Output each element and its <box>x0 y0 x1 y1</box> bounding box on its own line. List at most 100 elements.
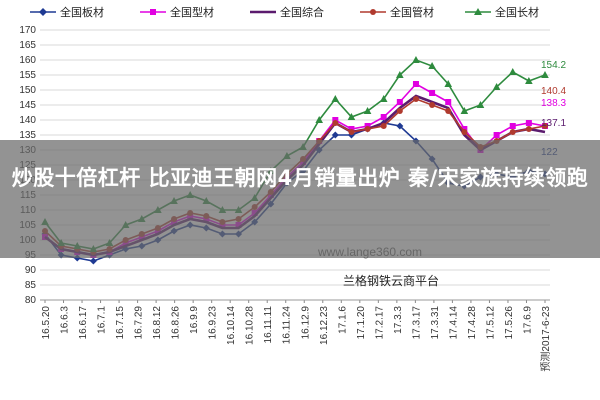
data-point <box>396 122 404 130</box>
data-point <box>508 68 517 75</box>
data-point <box>525 120 532 126</box>
chart-legend: 全国板材 全国型材 全国综合 全国管材 全国长材 <box>30 5 539 19</box>
x-tick-label: 17.5.26 <box>504 306 515 340</box>
x-tick-label: 预测2017-6-23 <box>539 306 552 372</box>
data-point <box>364 126 371 132</box>
legend-item: 全国长材 <box>465 5 539 19</box>
y-tick-label: 165 <box>19 40 36 51</box>
data-point <box>461 129 468 135</box>
legend-item: 全国综合 <box>250 5 324 19</box>
data-point <box>460 107 469 114</box>
x-tick-label: 16.8.12 <box>152 306 163 340</box>
data-point <box>444 80 453 87</box>
data-point <box>542 123 548 129</box>
legend-marker <box>474 8 482 15</box>
data-point <box>332 120 339 126</box>
data-point <box>348 129 355 135</box>
data-point <box>315 116 323 123</box>
legend-label: 全国管材 <box>390 5 434 19</box>
data-point <box>525 126 532 132</box>
y-tick-label: 170 <box>19 25 36 36</box>
end-label: 138.3 <box>541 98 566 109</box>
legend-item: 全国管材 <box>360 5 434 19</box>
data-point <box>429 102 436 108</box>
y-tick-label: 80 <box>25 295 37 306</box>
y-tick-label: 160 <box>19 55 36 66</box>
y-tick-label: 90 <box>25 265 37 276</box>
data-point <box>380 114 387 120</box>
x-tick-label: 16.5.20 <box>41 306 52 340</box>
x-tick-label: 16.12.23 <box>319 306 330 345</box>
data-point <box>445 108 452 114</box>
y-tick-label: 155 <box>19 70 36 81</box>
headline-overlay <box>0 140 600 258</box>
legend-marker <box>39 8 47 16</box>
data-point <box>476 101 485 108</box>
y-tick-label: 135 <box>19 130 36 141</box>
x-tick-label: 17.6.9 <box>522 306 533 334</box>
y-tick-label: 145 <box>19 100 36 111</box>
data-point <box>396 71 404 78</box>
x-tick-label: 16.7.29 <box>134 306 145 340</box>
data-point <box>331 95 340 102</box>
data-point <box>429 90 436 96</box>
x-tick-label: 17.2.17 <box>374 306 385 340</box>
headline-text: 炒股十倍杠杆 比亚迪王朝网4月销量出炉 秦/宋家族持续领跑 <box>11 166 589 190</box>
data-point <box>331 131 339 139</box>
x-tick-label: 17.1.6 <box>337 306 348 334</box>
x-tick-label: 17.3.17 <box>411 306 422 340</box>
data-point <box>492 83 501 90</box>
data-point <box>541 71 549 78</box>
data-point <box>493 132 500 138</box>
x-tick-label: 17.4.28 <box>467 306 478 340</box>
data-point <box>412 56 420 63</box>
end-label: 137.1 <box>541 118 566 129</box>
legend-item: 全国型材 <box>140 5 214 19</box>
x-tick-label: 16.6.17 <box>78 306 89 340</box>
x-tick-label: 17.3.3 <box>393 306 404 334</box>
data-point <box>412 96 419 102</box>
data-point <box>412 81 419 87</box>
watermark-url: www.lange360.com <box>318 245 423 259</box>
data-point <box>396 108 403 114</box>
y-tick-label: 85 <box>25 280 37 291</box>
x-tick-label: 16.9.9 <box>189 306 200 334</box>
legend-label: 全国型材 <box>170 5 214 19</box>
legend-marker <box>370 9 376 15</box>
data-point <box>396 99 403 105</box>
legend-item: 全国板材 <box>30 5 104 19</box>
data-point <box>89 257 97 265</box>
data-point <box>347 113 356 120</box>
y-tick-label: 140 <box>19 115 36 126</box>
x-tick-label: 16.9.23 <box>208 306 219 340</box>
end-label: 140.4 <box>541 86 566 97</box>
legend-label: 全国长材 <box>495 5 539 19</box>
x-tick-label: 17.3.31 <box>430 306 441 340</box>
data-point <box>363 107 372 114</box>
x-tick-label: 16.12.9 <box>300 306 311 340</box>
x-tick-label: 16.6.3 <box>60 306 71 334</box>
platform-label: 兰格钢铁云商平台 <box>343 274 440 288</box>
x-tick-label: 16.10.14 <box>226 306 237 345</box>
data-point <box>509 123 516 129</box>
legend-marker <box>150 9 156 15</box>
data-point <box>445 99 452 105</box>
x-tick-label: 17.4.14 <box>448 306 459 340</box>
data-point <box>525 77 533 84</box>
x-tick-label: 16.7.15 <box>115 306 126 340</box>
legend-label: 全国综合 <box>280 5 324 19</box>
end-label: 154.2 <box>541 60 566 71</box>
data-point <box>379 95 388 102</box>
x-axis: 16.5.20 16.6.3 16.6.17 16.7.1 16.7.15 16.7.29… <box>40 299 552 372</box>
x-tick-label: 17.1.20 <box>356 306 367 340</box>
x-tick-label: 16.11.24 <box>282 306 293 345</box>
data-point <box>428 62 436 69</box>
y-tick-label: 150 <box>19 85 36 96</box>
x-tick-label: 16.8.26 <box>171 306 182 340</box>
x-tick-label: 17.5.12 <box>485 306 496 340</box>
data-point <box>380 123 387 129</box>
data-point <box>509 129 516 135</box>
legend-label: 全国板材 <box>60 5 104 19</box>
x-tick-label: 16.11.11 <box>263 306 274 344</box>
x-tick-label: 16.7.1 <box>97 306 108 334</box>
